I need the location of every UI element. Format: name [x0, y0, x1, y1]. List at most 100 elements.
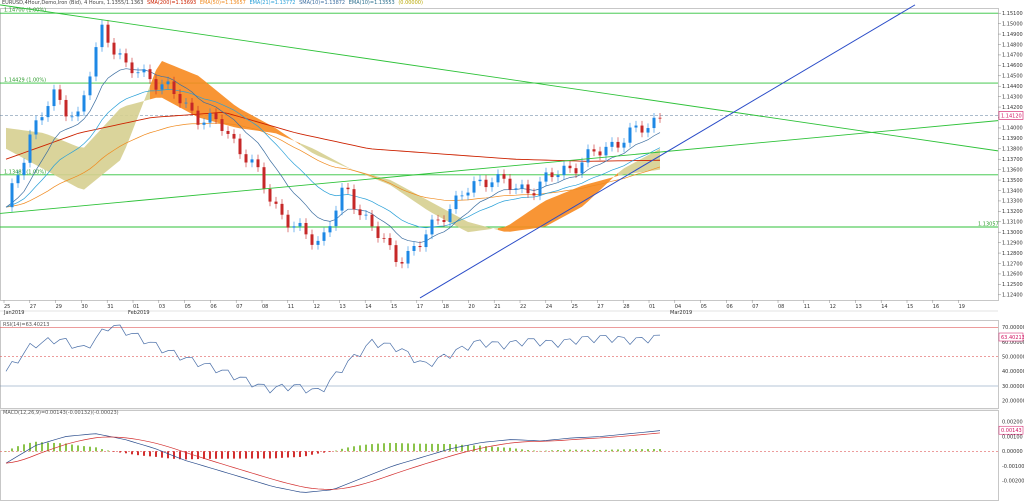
time-axis-month-label: Jan2019: [3, 310, 24, 316]
candle-body: [508, 178, 512, 190]
ichimoku-cloud-segment: [138, 100, 144, 117]
candle-body: [454, 195, 458, 210]
candle-body: [520, 184, 524, 189]
macd-histogram-bar: [515, 448, 517, 452]
macd-histogram-bar: [365, 444, 367, 452]
macd-histogram-bar: [401, 443, 403, 452]
candle-body: [280, 203, 284, 215]
ichimoku-cloud-segment: [198, 75, 204, 120]
ichimoku-cloud-segment: [228, 99, 234, 128]
macd-histogram-bar: [83, 446, 85, 452]
candle-body: [406, 250, 410, 264]
main-panel-frame: [0, 8, 999, 301]
macd-histogram-bar: [629, 449, 631, 452]
candle-body: [358, 209, 362, 216]
time-axis-label: 07: [752, 304, 758, 310]
candle-body: [10, 183, 14, 208]
candle-body: [514, 188, 518, 190]
ichimoku-cloud-segment: [342, 164, 348, 168]
candle-body: [556, 175, 560, 178]
price-axis-label: 1.14300: [1002, 94, 1023, 100]
ichimoku-cloud-segment: [270, 125, 276, 134]
candle-body: [16, 175, 20, 184]
sma200-line: [5, 111, 661, 162]
candle-body: [496, 174, 500, 183]
macd-histogram-bar: [143, 451, 145, 456]
price-axis-label: 1.12900: [1002, 240, 1023, 246]
ichimoku-cloud-segment: [240, 108, 246, 130]
macd-histogram-bar: [563, 449, 565, 452]
ichimoku-cloud-segment: [126, 104, 132, 148]
ichimoku-cloud-segment: [12, 128, 18, 156]
macd-histogram-bar: [353, 446, 355, 452]
time-axis-label: 01: [649, 304, 655, 310]
price-axis-label: 1.13500: [1002, 178, 1023, 184]
macd-histogram-bar: [389, 442, 391, 452]
candle-body: [616, 141, 620, 148]
ichimoku-cloud-segment: [600, 179, 606, 191]
macd-histogram-bar: [335, 450, 337, 452]
ichimoku-cloud-segment: [576, 185, 582, 210]
ichimoku-cloud-segment: [468, 221, 474, 233]
ichimoku-cloud-segment: [294, 140, 300, 145]
rsi-axis-label: 60.00000: [1002, 340, 1024, 346]
ichimoku-cloud-segment: [480, 225, 486, 231]
macd-histogram-bar: [617, 449, 619, 452]
price-axis-label: 1.12800: [1002, 251, 1023, 257]
candle-body: [160, 84, 164, 90]
ichimoku-cloud-segment: [36, 131, 42, 169]
candle-body: [442, 219, 446, 222]
macd-histogram-bar: [35, 441, 37, 452]
time-axis-label: 12: [830, 304, 836, 310]
candle-body: [208, 113, 212, 123]
macd-histogram-bar: [359, 445, 361, 452]
ichimoku-cloud-segment: [246, 112, 252, 130]
candle-body: [640, 125, 644, 133]
macd-axis-label: 0.00100: [1002, 434, 1023, 440]
price-axis-label: 1.12600: [1002, 272, 1023, 278]
ichimoku-cloud-segment: [282, 132, 288, 139]
time-axis-label: 25: [572, 304, 578, 310]
candle-body: [478, 179, 482, 182]
time-axis-label: 27: [30, 304, 36, 310]
macd-histogram-bar: [251, 451, 253, 459]
macd-histogram-bar: [587, 449, 589, 452]
candle-body: [388, 237, 392, 246]
ema10-line: [5, 68, 661, 243]
ichimoku-cloud-segment: [48, 134, 54, 175]
macd-histogram-bar: [467, 445, 469, 452]
macd-histogram-bar: [203, 451, 205, 459]
rsi-last-box: [998, 332, 1024, 342]
main-chart-header: EURUSD,4Hour,Demo,Iron (Bid), 4 Hours, 1…: [2, 0, 425, 6]
price-axis-label: 1.14900: [1002, 32, 1023, 38]
candle-body: [304, 222, 308, 235]
macd-histogram-bar: [275, 451, 277, 459]
ichimoku-cloud-segment: [456, 215, 462, 230]
macd-histogram-bar: [653, 449, 655, 452]
rsi-axis-label: 50.00000: [1002, 354, 1024, 360]
ichimoku-cloud-segment: [162, 61, 168, 102]
ichimoku-cloud-segment: [168, 63, 174, 105]
price-axis-label: 1.13000: [1002, 230, 1023, 236]
candle-body: [286, 214, 290, 228]
ichimoku-cloud-segment: [486, 226, 492, 230]
macd-histogram-bar: [227, 451, 229, 459]
macd-histogram-bar: [191, 451, 193, 460]
ichimoku-cloud-segment: [426, 199, 432, 213]
macd-histogram-bar: [119, 451, 121, 453]
time-axis-label: 12: [314, 304, 320, 310]
macd-histogram-bar: [299, 451, 301, 457]
macd-axis-label: 0.00200: [1002, 420, 1023, 426]
time-axis-label: 03: [159, 304, 165, 310]
time-axis-label: 08: [262, 304, 268, 310]
candle-body: [394, 245, 398, 263]
macd-histogram-bar: [23, 444, 25, 452]
header-item: EURUSD,4Hour,Demo,Iron (Bid), 4 Hours, 1…: [2, 0, 144, 6]
macd-histogram-bar: [611, 449, 613, 452]
price-axis-label: 1.12500: [1002, 282, 1023, 288]
rsi-panel-frame: [0, 320, 999, 409]
candle-body: [46, 106, 50, 118]
candle-body: [550, 172, 554, 178]
time-axis-label: 11: [804, 304, 810, 310]
